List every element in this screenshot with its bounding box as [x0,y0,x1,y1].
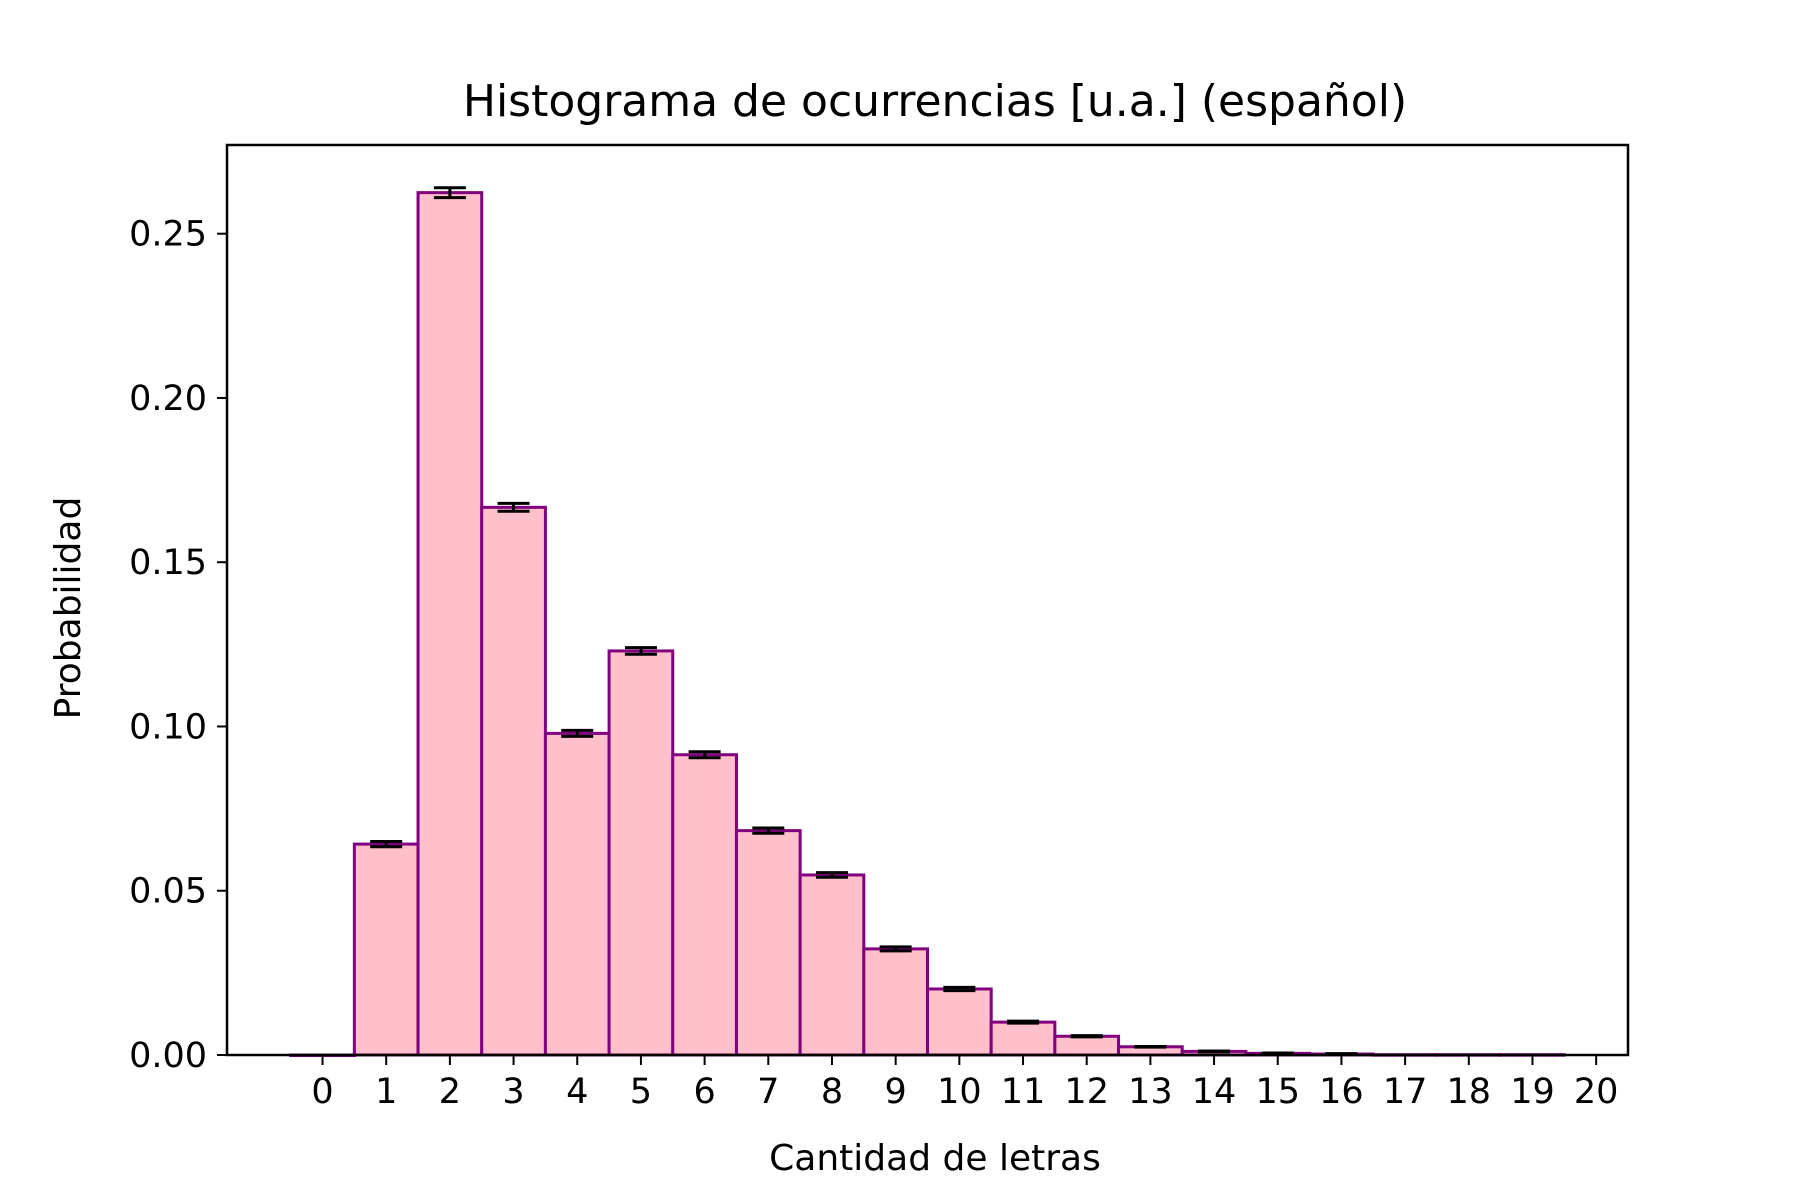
y-tick-label: 0.20 [129,379,207,419]
x-tick-label: 2 [439,1072,461,1112]
x-tick-label: 0 [311,1072,333,1112]
x-tick-label: 14 [1192,1072,1237,1112]
y-tick-label: 0.25 [129,215,207,255]
x-tick-label: 6 [693,1072,715,1112]
x-tick-label: 20 [1574,1072,1619,1112]
axes-frame [225,143,1630,1057]
y-tick-label: 0.00 [129,1036,207,1076]
y-axis-label: Probabilidad [48,497,89,720]
histogram-bar [671,753,738,1057]
x-tick-label: 11 [1001,1072,1046,1112]
x-tick-label: 4 [566,1072,588,1112]
x-tick-label: 15 [1255,1072,1300,1112]
x-tick-label: 17 [1383,1072,1428,1112]
x-tick-label: 13 [1128,1072,1173,1112]
histogram-bar [926,987,993,1057]
x-tick-label: 18 [1447,1072,1492,1112]
histogram-bar [416,191,484,1057]
x-axis-label: Cantidad de letras [769,1138,1101,1179]
histogram-bar [480,505,547,1057]
x-tick-label: 12 [1064,1072,1109,1112]
x-tick-label: 19 [1510,1072,1555,1112]
x-tick-label: 1 [375,1072,397,1112]
y-tick-label: 0.05 [129,872,207,912]
histogram-bar [543,731,611,1057]
y-tick-label: 0.10 [129,707,207,747]
histogram-bar [734,829,802,1057]
x-tick-label: 7 [757,1072,779,1112]
x-tick-label: 16 [1319,1072,1364,1112]
histogram-bar [352,842,420,1057]
histogram-bar [989,1020,1057,1057]
histogram-bar [1053,1034,1121,1057]
y-tick-label: 0.15 [129,543,207,583]
x-tick-label: 10 [937,1072,982,1112]
x-tick-label: 9 [885,1072,907,1112]
chart-title: Histograma de ocurrencias [u.a.] (españo… [463,76,1407,127]
histogram-bar [862,947,929,1057]
plot-area: 0 1 2 3 4 5 6 7 8 9 10 11 12 13 14 15 16 17 18 19 200.000.05… [129,143,1630,1112]
histogram-bar [607,649,675,1057]
x-tick-label: 8 [821,1072,843,1112]
histogram-bar [798,873,866,1057]
x-tick-label: 3 [502,1072,524,1112]
x-tick-label: 5 [630,1072,652,1112]
